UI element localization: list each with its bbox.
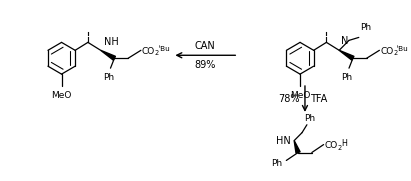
Text: Ph: Ph: [360, 24, 371, 32]
Text: TFA: TFA: [310, 94, 327, 104]
Text: ᵗBu: ᵗBu: [397, 46, 409, 52]
Text: 2: 2: [155, 50, 159, 56]
Text: 78%: 78%: [279, 94, 300, 104]
Text: Ph: Ph: [304, 114, 315, 123]
Polygon shape: [294, 141, 300, 153]
Text: 2: 2: [337, 145, 342, 151]
Text: CO: CO: [381, 47, 394, 56]
Text: MeO: MeO: [290, 91, 310, 100]
Text: NH: NH: [104, 37, 118, 47]
Text: H: H: [341, 139, 347, 148]
Text: MeO: MeO: [51, 91, 72, 100]
Text: CO: CO: [325, 141, 338, 150]
Text: 89%: 89%: [195, 60, 216, 70]
Text: 2: 2: [393, 50, 397, 56]
Text: N: N: [341, 36, 349, 46]
Text: CAN: CAN: [195, 41, 216, 51]
Text: Ph: Ph: [342, 73, 353, 82]
Text: CO: CO: [142, 47, 155, 56]
Text: Ph: Ph: [103, 73, 114, 82]
Text: Ph: Ph: [271, 159, 282, 168]
Polygon shape: [339, 50, 354, 60]
Text: HN: HN: [277, 136, 291, 146]
Polygon shape: [101, 50, 115, 60]
Text: ᵗBu: ᵗBu: [159, 46, 170, 52]
